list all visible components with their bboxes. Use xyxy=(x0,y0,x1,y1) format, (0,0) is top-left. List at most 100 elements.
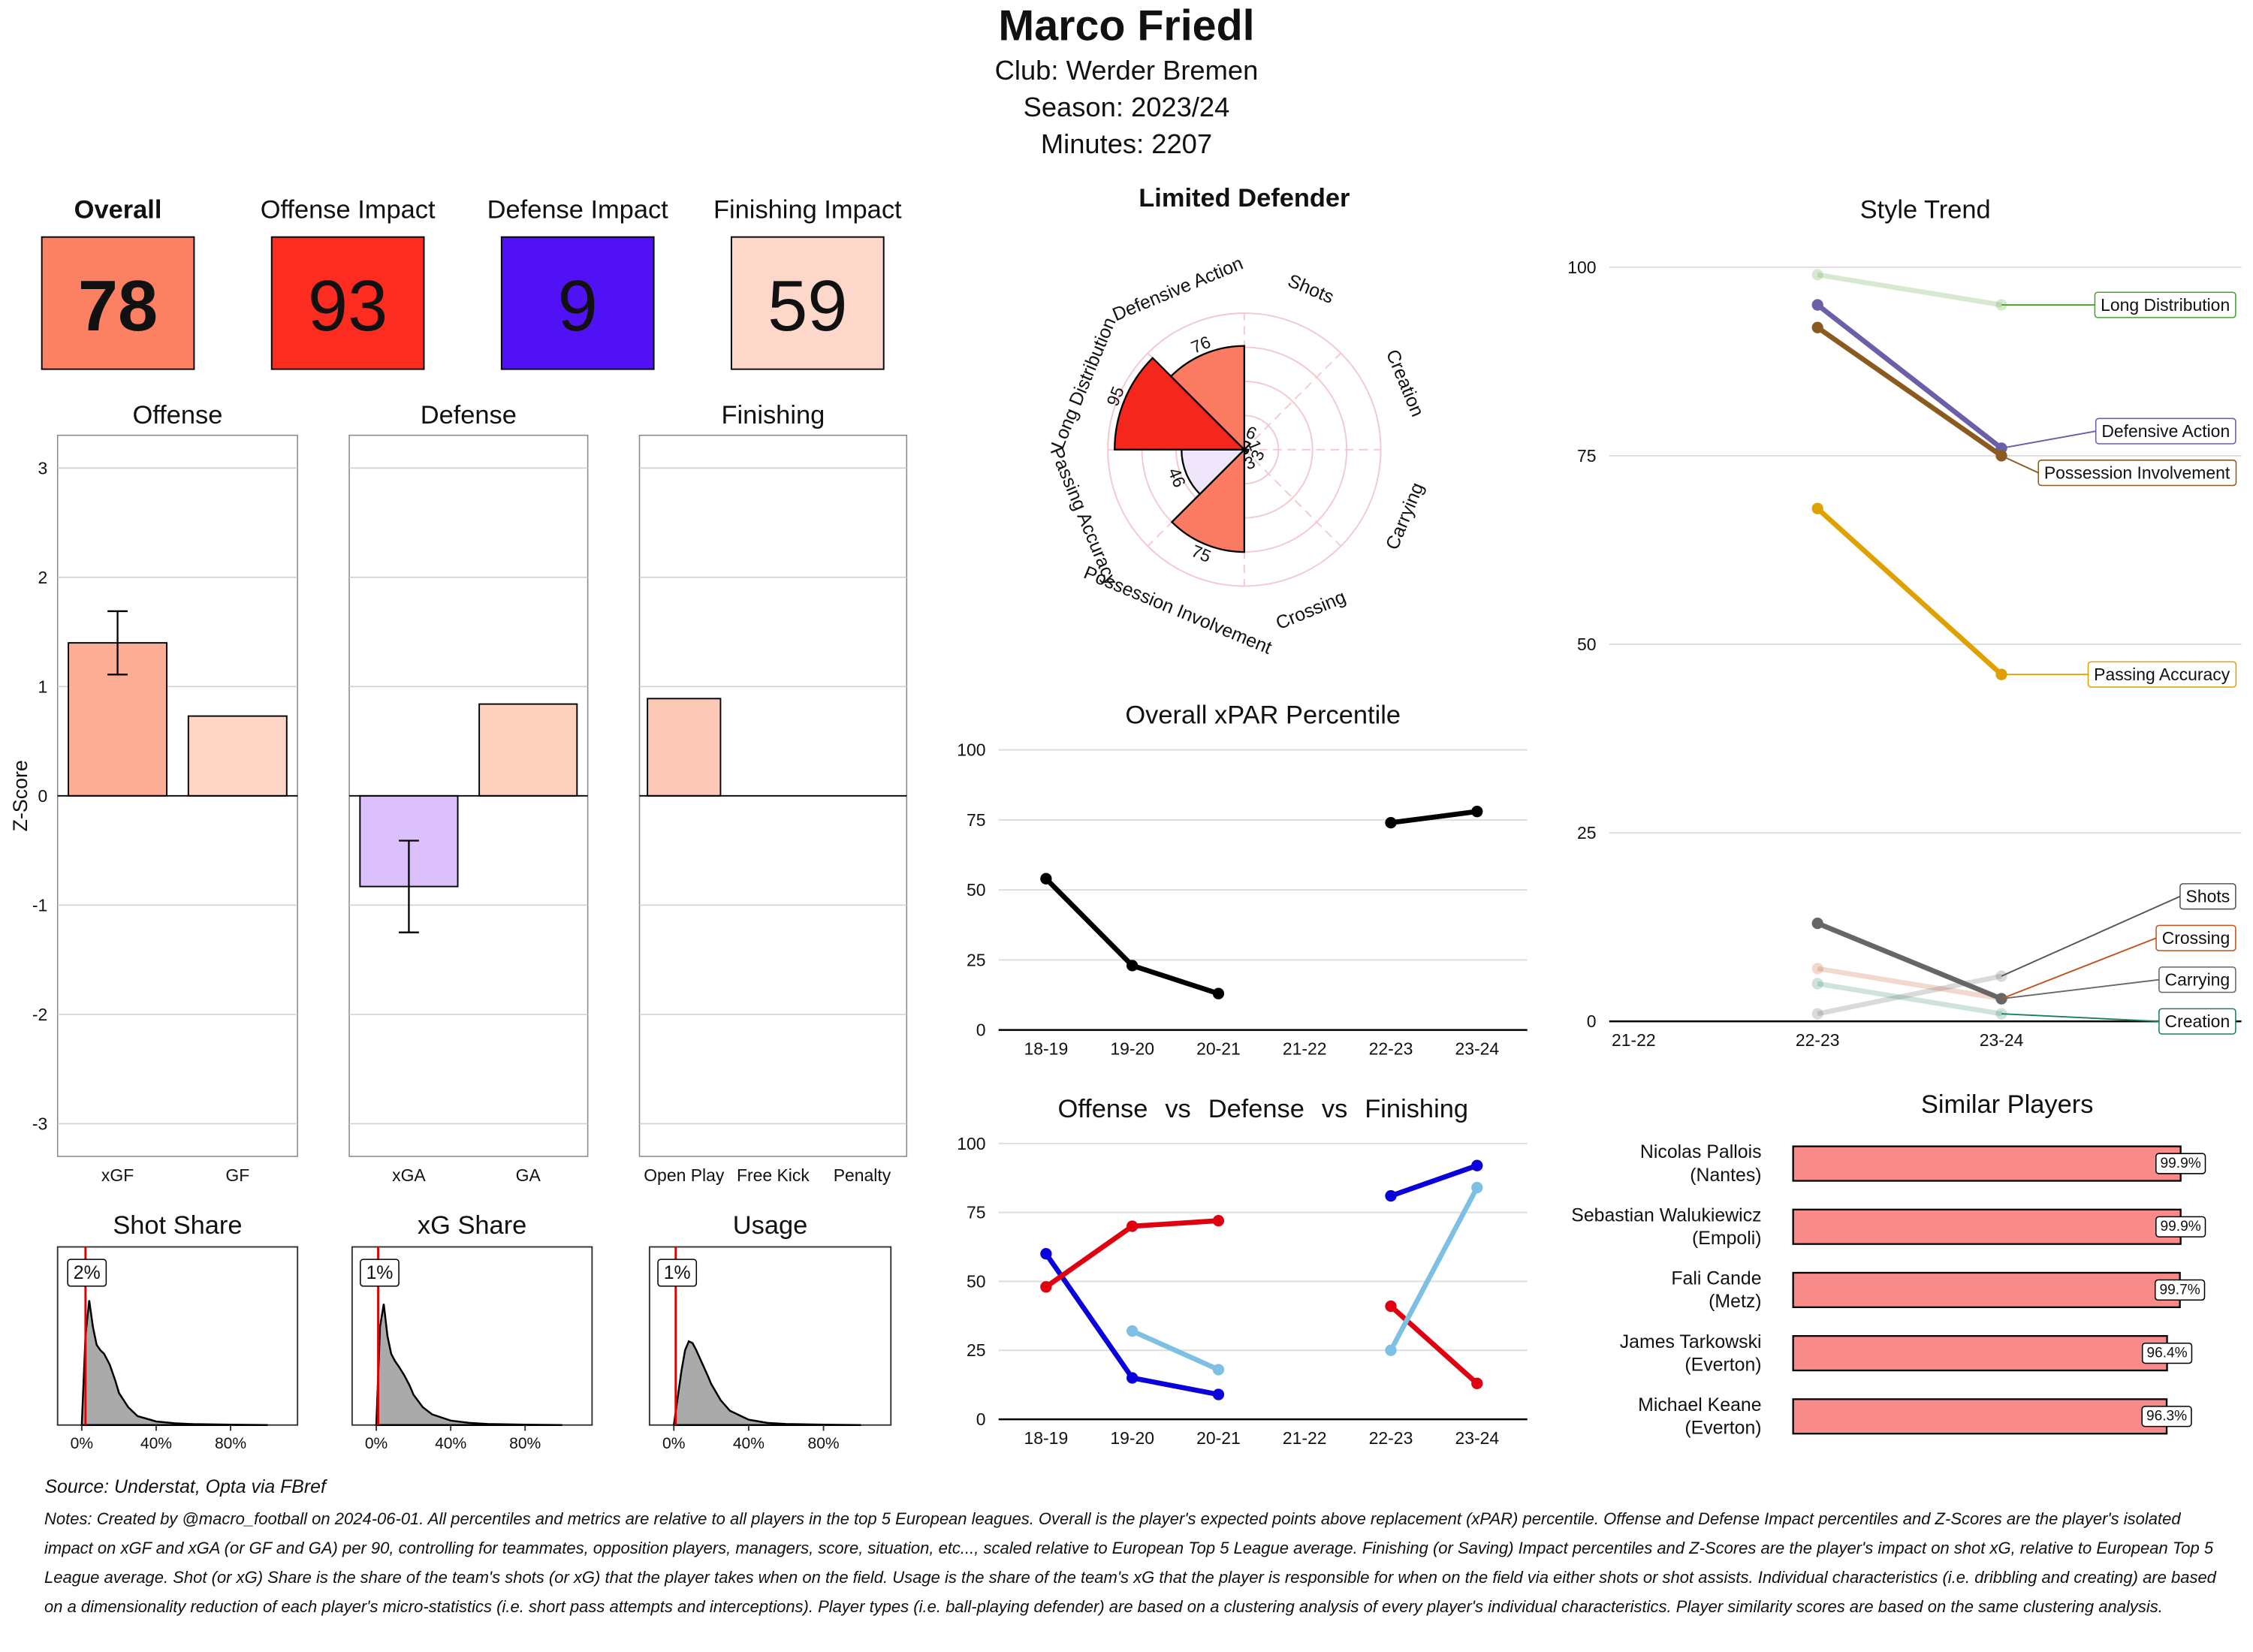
player-name: Sebastian Walukiewicz xyxy=(1571,1204,1761,1225)
x-tick-label: 19-20 xyxy=(1110,1428,1154,1448)
series-point xyxy=(1471,1377,1483,1389)
y-tick-label: 1 xyxy=(38,677,48,696)
series-point xyxy=(1040,873,1052,885)
series-line xyxy=(1816,921,2003,1002)
category-label: Shots xyxy=(1285,270,1337,308)
category-label: Carrying xyxy=(1382,480,1428,553)
x-tick-label: 40% xyxy=(733,1435,765,1452)
y-tick-label: 0 xyxy=(1587,1011,1597,1031)
x-tick-label: 21-22 xyxy=(1283,1039,1327,1059)
series-point xyxy=(1385,816,1397,829)
bar xyxy=(1792,1334,2168,1372)
x-tick-label: xGA xyxy=(392,1165,426,1185)
chart-title: Style Trend xyxy=(1860,195,1991,224)
score-box xyxy=(41,236,195,370)
series-label-box xyxy=(2037,460,2237,487)
x-tick-label: GF xyxy=(225,1165,249,1185)
series-label: Crossing xyxy=(2162,928,2230,948)
x-tick-label: 23-24 xyxy=(1455,1039,1499,1059)
polar-bar xyxy=(1170,448,1246,553)
bar xyxy=(478,703,578,797)
bar xyxy=(1792,1208,2182,1245)
score-box xyxy=(730,236,885,370)
series-line xyxy=(1817,973,2002,1017)
header-line: Club: Werder Bremen xyxy=(995,55,1259,86)
series-line xyxy=(1817,981,2002,1017)
chart-title: Overall xPAR Percentile xyxy=(1125,701,1401,730)
x-tick-label: 23-24 xyxy=(1455,1428,1499,1448)
series-label: Long Distribution xyxy=(2101,295,2230,315)
label-connector xyxy=(2001,455,2039,474)
facet-title: Finishing xyxy=(722,401,825,430)
series-point xyxy=(1212,987,1225,999)
marker-label-box xyxy=(67,1259,107,1287)
title-series-name: Defense xyxy=(1208,1095,1304,1123)
score-box xyxy=(270,236,425,370)
series-point xyxy=(1811,299,1823,311)
source: Source: Understat, Opta via FBref xyxy=(44,1476,328,1497)
x-tick-label: 18-19 xyxy=(1024,1039,1069,1059)
value-label: 96.4% xyxy=(2146,1346,2187,1361)
y-tick-label: 25 xyxy=(967,950,986,969)
polar-bar xyxy=(1181,448,1247,496)
y-tick-label: 50 xyxy=(967,880,986,900)
label-connector xyxy=(2001,1013,2159,1023)
polar-bar xyxy=(1169,345,1246,452)
facet-title: Offense xyxy=(132,401,222,430)
bar xyxy=(647,698,722,797)
series-point xyxy=(1385,1300,1397,1313)
title-separator: vs xyxy=(1322,1095,1347,1123)
header-line: Season: 2023/24 xyxy=(1024,92,1230,122)
notes: Notes: Created by @macro_football on 202… xyxy=(44,1509,2216,1616)
value-label-box xyxy=(2141,1406,2192,1427)
score-label: Finishing Impact xyxy=(713,195,902,224)
spoke xyxy=(1244,352,1342,451)
player-club: (Everton) xyxy=(1684,1354,1761,1375)
chart-title: Limited Defender xyxy=(1139,184,1350,213)
polar-bar xyxy=(1114,357,1247,451)
series-label-box xyxy=(2155,924,2236,951)
x-tick-label: 0% xyxy=(662,1435,685,1452)
value-label: 99.7% xyxy=(2160,1282,2200,1298)
marker-label-box xyxy=(657,1259,698,1287)
spoke xyxy=(1244,449,1342,547)
value-label: 96.3% xyxy=(2146,1409,2187,1424)
series-line xyxy=(1817,966,2002,1002)
series-line xyxy=(1044,1218,1479,1385)
value-label: 99.9% xyxy=(2161,1156,2201,1171)
bar xyxy=(1792,1145,2182,1182)
chart-title: Similar Players xyxy=(1921,1090,2094,1119)
category-label: Creation xyxy=(1382,346,1428,420)
x-tick-label: 21-22 xyxy=(1283,1428,1327,1448)
value-label-box xyxy=(2155,1153,2206,1174)
y-tick-label: 75 xyxy=(967,810,986,830)
series-line xyxy=(1816,303,2004,451)
label-connector xyxy=(2001,978,2159,999)
y-axis-title: Z-Score xyxy=(9,760,32,831)
y-tick-label: 100 xyxy=(1567,258,1596,277)
series-label: Possession Involvement xyxy=(2044,463,2230,483)
player-club: (Everton) xyxy=(1684,1418,1761,1439)
series-label-box xyxy=(2158,966,2236,993)
series-line xyxy=(1816,325,2003,458)
series-label-box xyxy=(2179,883,2236,910)
series-point xyxy=(1126,1325,1139,1337)
series-point xyxy=(1811,502,1823,514)
x-tick-label: 20-21 xyxy=(1196,1428,1241,1448)
x-tick-label: GA xyxy=(516,1165,541,1185)
x-tick-label: 0% xyxy=(71,1435,93,1452)
marker-label: 2% xyxy=(74,1262,101,1283)
x-tick-label: 22-23 xyxy=(1369,1428,1413,1448)
marker-label-box xyxy=(360,1259,400,1287)
series-line xyxy=(1131,1186,1479,1373)
series-label-box xyxy=(2094,291,2236,318)
value-label-box xyxy=(2155,1216,2206,1237)
y-tick-label: 100 xyxy=(957,740,985,760)
marker-label: 1% xyxy=(664,1262,691,1283)
score-label: Offense Impact xyxy=(261,195,436,224)
score-box xyxy=(500,236,655,370)
series-label-box xyxy=(2087,661,2237,688)
value-label: 99.9% xyxy=(2161,1219,2201,1234)
series-point xyxy=(1471,1159,1483,1171)
series-point xyxy=(1212,1388,1225,1400)
